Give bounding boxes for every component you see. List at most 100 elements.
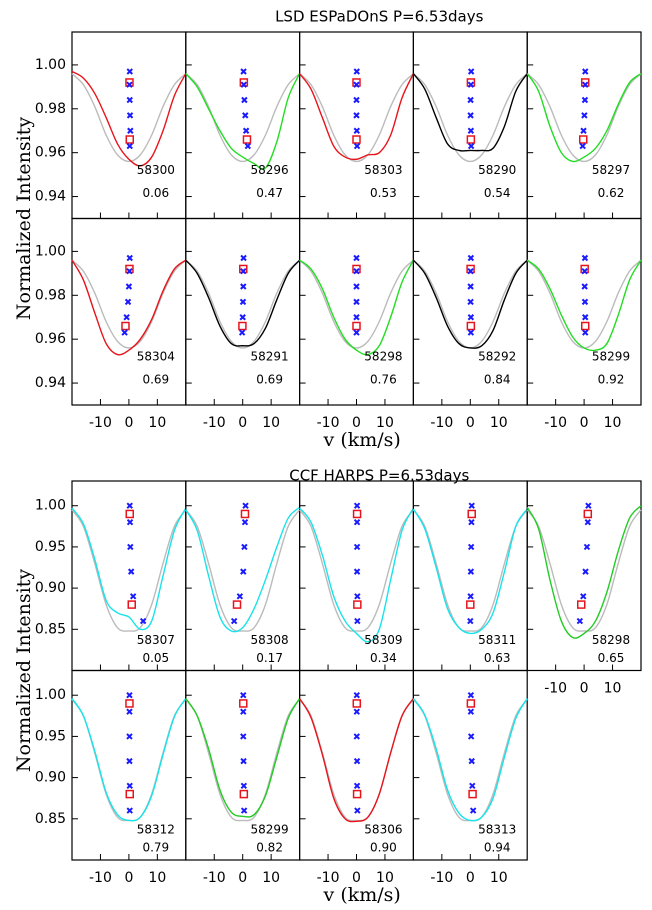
profile [185,698,301,818]
panel-phase: 0.79 [142,841,169,855]
bisector-point [240,782,248,790]
marker [466,321,476,331]
bisector-point [230,617,238,625]
bisector-point [467,568,475,575]
y-tick-label: 1.00 [35,243,66,259]
y-tick-label: 0.96 [35,331,66,347]
marker [242,135,252,144]
bisector-point [240,254,247,262]
reference-profile [71,73,187,163]
bisector-point [467,617,474,625]
panel-label: 58309 [364,633,402,647]
bisector-point [238,329,246,336]
chart-title: LSD ESPaDOnS P=6.53days [275,8,484,26]
bisector-point [467,708,475,715]
bisector-point [126,96,133,104]
bisector-point [579,142,586,150]
bisector-point [353,329,360,336]
panel-label: 58299 [592,350,630,364]
profile [71,259,187,356]
panel-phase: 0.34 [370,651,397,665]
bisector-point [240,568,247,575]
bisector-point [126,502,133,509]
panel-phase: 0.65 [598,651,625,665]
y-tick-label: 0.90 [35,580,66,596]
bisector-point [467,733,475,740]
x-tick-label: -10 [203,415,226,431]
bisector-point [353,96,360,104]
marker [125,509,135,519]
panel-label: 58306 [364,823,402,837]
bisector-point [126,81,133,88]
bisector-point [239,314,246,321]
x-tick-label: -10 [203,870,226,886]
panel-phase: 0.76 [370,373,397,387]
reference-profile [185,259,301,349]
bisector-point [123,314,130,321]
reference-profile [412,259,528,349]
bisector-point [582,81,589,88]
bisector-point [580,593,587,600]
x-tick-label: 10 [490,870,508,886]
bisector-point [353,68,360,75]
panel-phase: 0.53 [370,186,397,200]
reference-profile [299,73,414,163]
profile [71,698,187,822]
y-tick-label: 0.98 [35,101,66,117]
marker [353,600,362,609]
x-tick-label: -10 [430,870,453,886]
y-tick-label: 0.95 [35,728,66,744]
bisector-point [467,96,474,104]
bisector-point [583,543,591,551]
x-tick-label: 10 [262,870,280,886]
x-tick-label: 10 [604,681,622,697]
marker [577,600,586,609]
profile [526,505,642,639]
bisector-point [467,692,475,699]
marker [578,135,588,144]
bisector-point [125,283,133,290]
panel-label: 58311 [478,633,516,647]
bisector-point [353,543,361,551]
marker [239,789,249,799]
bisector-point [467,593,474,600]
reference-profile [526,73,642,163]
bisector-point [467,314,475,321]
bisector-point [236,593,244,600]
bisector-point [126,68,133,75]
bisector-point [469,782,476,790]
bisector-point [353,518,361,526]
marker [468,789,477,799]
panel-phase: 0.84 [484,373,511,387]
reference-profile [71,259,187,349]
marker [466,135,476,144]
bisector-point [126,757,133,765]
bisector-point [139,617,147,625]
marker [352,135,361,144]
bisector-point [353,127,360,134]
bisector-point [353,314,360,321]
marker [466,600,475,609]
profile [412,508,528,635]
bisector-point [581,96,589,104]
panel-phase: 0.82 [256,841,283,855]
bisector-point [353,283,360,290]
bisector-point [240,807,248,814]
bisector-point [241,543,248,551]
x-tick-label: 0 [238,415,247,431]
bisector-point [582,568,589,575]
bisector-point [240,733,247,740]
bisector-point [126,782,133,790]
panel-label: 58291 [251,350,289,364]
bisector-point [239,298,247,306]
bisector-point [129,593,137,600]
y-axis-label: Normalized Intensity [13,569,35,772]
bisector-point [240,81,248,88]
bisector-point [126,267,133,275]
y-tick-label: 0.96 [35,145,66,161]
marker [352,699,362,708]
bisector-point [467,329,475,336]
x-tick-label: -10 [544,415,567,431]
profile [412,73,528,152]
